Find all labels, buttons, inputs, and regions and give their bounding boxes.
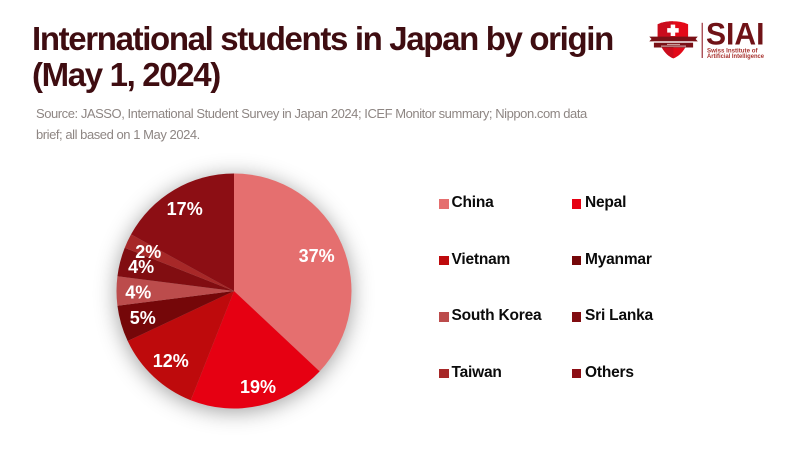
svg-text:4%: 4% (125, 283, 151, 303)
svg-text:12%: 12% (153, 351, 189, 371)
svg-text:5%: 5% (130, 308, 156, 328)
svg-text:SIAI: SIAI (706, 16, 765, 52)
svg-text:Swiss Institute of: Swiss Institute of (707, 48, 758, 55)
svg-text:Artificial Intelligence: Artificial Intelligence (707, 53, 764, 60)
svg-text:19%: 19% (240, 377, 276, 397)
svg-text:37%: 37% (299, 246, 335, 266)
svg-text:2%: 2% (135, 242, 161, 262)
svg-text:17%: 17% (167, 199, 203, 219)
svg-text:4%: 4% (128, 257, 154, 277)
